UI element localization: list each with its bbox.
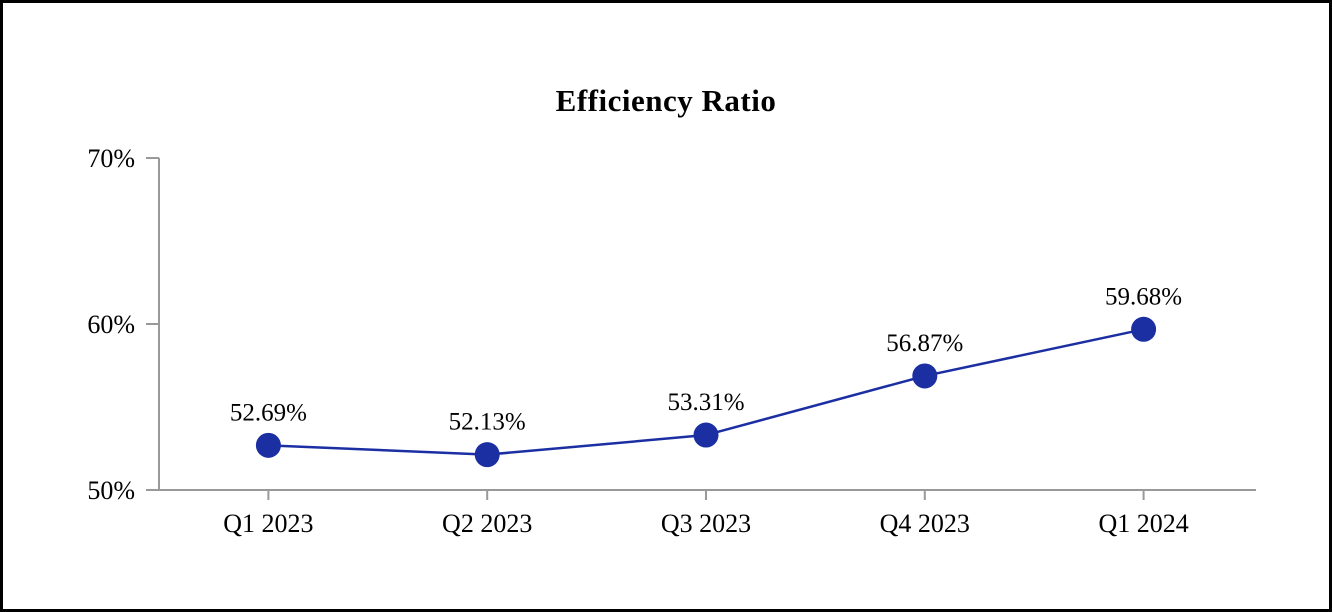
y-tick-label: 70% <box>87 144 135 173</box>
data-point <box>1131 316 1157 342</box>
y-tick-label: 60% <box>87 310 135 339</box>
data-point <box>912 363 938 389</box>
data-point <box>255 432 281 458</box>
x-tick-label: Q3 2023 <box>661 509 751 538</box>
data-point <box>693 422 719 448</box>
data-label: 53.31% <box>667 389 744 416</box>
data-point <box>474 442 500 468</box>
x-tick-label: Q1 2024 <box>1098 509 1188 538</box>
data-label: 59.68% <box>1105 283 1182 310</box>
x-tick-label: Q4 2023 <box>880 509 970 538</box>
data-label: 52.69% <box>230 399 307 426</box>
x-tick-label: Q1 2023 <box>223 509 313 538</box>
data-label: 56.87% <box>886 330 963 357</box>
line-chart: 50% 60% 70% Q1 2023 Q2 2023 Q3 2023 Q4 2023 Q1 … <box>87 144 1256 538</box>
y-tick-label: 50% <box>87 476 135 505</box>
data-label: 52.13% <box>449 409 526 436</box>
x-tick-label: Q2 2023 <box>442 509 532 538</box>
chart-title: Efficiency Ratio <box>555 83 777 118</box>
